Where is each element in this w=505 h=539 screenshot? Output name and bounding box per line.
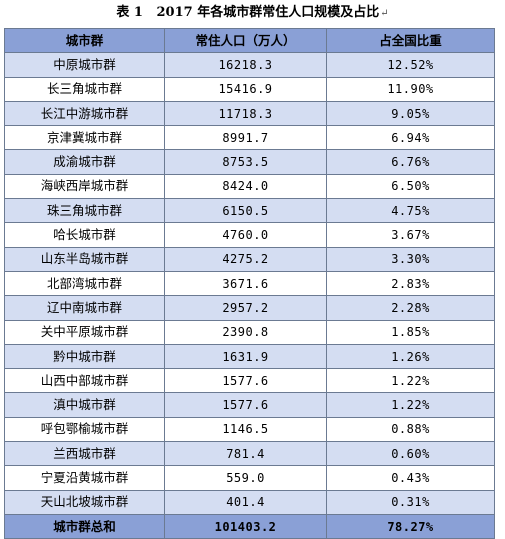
table-row: 哈长城市群 4760.0 3.67% — [4, 222, 495, 248]
cell-city-group: 宁夏沿黄城市群 — [4, 465, 165, 491]
cell-city-group: 海峡西岸城市群 — [4, 173, 165, 200]
cell-city-group: 天山北坡城市群 — [4, 489, 165, 515]
cell-city-group: 黔中城市群 — [4, 343, 165, 370]
table-row: 京津冀城市群 8991.7 6.94% — [4, 125, 495, 151]
cell-city-group: 长三角城市群 — [4, 76, 165, 102]
caption-number: 表 1 — [116, 5, 143, 20]
table-row: 关中平原城市群 2390.8 1.85% — [4, 319, 495, 345]
cell-city-group: 呼包鄂榆城市群 — [4, 416, 165, 443]
cell-population: 2390.8 — [164, 319, 327, 345]
table-row: 呼包鄂榆城市群 1146.5 0.88% — [4, 416, 495, 443]
cell-city-group: 关中平原城市群 — [4, 319, 165, 345]
cell-population: 6150.5 — [164, 198, 327, 224]
cell-share: 9.05% — [326, 100, 495, 127]
cell-share: 1.22% — [326, 392, 495, 418]
total-label: 城市群总和 — [4, 513, 165, 539]
cell-share: 3.67% — [326, 222, 495, 248]
table-row: 山东半岛城市群 4275.2 3.30% — [4, 246, 495, 272]
cell-city-group: 哈长城市群 — [4, 222, 165, 248]
cell-population: 8424.0 — [164, 173, 327, 200]
table-row: 北部湾城市群 3671.6 2.83% — [4, 270, 495, 297]
cell-share: 0.43% — [326, 465, 495, 491]
cell-share: 2.28% — [326, 295, 495, 321]
cell-population: 8991.7 — [164, 125, 327, 151]
table-row: 海峡西岸城市群 8424.0 6.50% — [4, 173, 495, 200]
total-row: 城市群总和 101403.2 78.27% — [4, 513, 495, 539]
cell-population: 16218.3 — [164, 52, 327, 78]
cell-population: 559.0 — [164, 465, 327, 491]
cell-share: 3.30% — [326, 246, 495, 272]
cell-population: 15416.9 — [164, 76, 327, 102]
cell-city-group: 辽中南城市群 — [4, 295, 165, 321]
cell-population: 1631.9 — [164, 343, 327, 370]
cell-population: 1146.5 — [164, 416, 327, 443]
cell-share: 2.83% — [326, 270, 495, 297]
cell-city-group: 山西中部城市群 — [4, 368, 165, 394]
cell-city-group: 兰西城市群 — [4, 441, 165, 467]
cell-share: 6.76% — [326, 149, 495, 175]
table-row: 成渝城市群 8753.5 6.76% — [4, 149, 495, 175]
cell-city-group: 滇中城市群 — [4, 392, 165, 418]
header-share: 占全国比重 — [326, 27, 495, 54]
cell-share: 1.85% — [326, 319, 495, 345]
cell-share: 1.22% — [326, 368, 495, 394]
cell-share: 0.88% — [326, 416, 495, 443]
table-row: 辽中南城市群 2957.2 2.28% — [4, 295, 495, 321]
header-city-group: 城市群 — [4, 27, 165, 54]
cell-share: 4.75% — [326, 198, 495, 224]
cell-population: 8753.5 — [164, 149, 327, 175]
table-caption: 表 1 2017 年各城市群常住人口规模及占比↵ — [0, 0, 505, 26]
cell-city-group: 京津冀城市群 — [4, 125, 165, 151]
paragraph-mark-icon: ↵ — [380, 8, 389, 19]
cell-population: 4275.2 — [164, 246, 327, 272]
population-table: 城市群 常住人口（万人） 占全国比重 中原城市群 16218.3 12.52% 长三角… — [4, 27, 495, 539]
table-row: 滇中城市群 1577.6 1.22% — [4, 392, 495, 418]
caption-title: 2017 年各城市群常住人口规模及占比 — [156, 5, 380, 20]
cell-population: 3671.6 — [164, 270, 327, 297]
table-row: 中原城市群 16218.3 12.52% — [4, 52, 495, 78]
cell-share: 11.90% — [326, 76, 495, 102]
cell-population: 1577.6 — [164, 368, 327, 394]
table-row: 长三角城市群 15416.9 11.90% — [4, 76, 495, 102]
table-row: 山西中部城市群 1577.6 1.22% — [4, 368, 495, 394]
cell-population: 11718.3 — [164, 100, 327, 127]
cell-population: 2957.2 — [164, 295, 327, 321]
cell-share: 1.26% — [326, 343, 495, 370]
header-row: 城市群 常住人口（万人） 占全国比重 — [4, 27, 495, 54]
total-population: 101403.2 — [164, 513, 327, 539]
table-row: 长江中游城市群 11718.3 9.05% — [4, 100, 495, 127]
cell-city-group: 北部湾城市群 — [4, 270, 165, 297]
cell-city-group: 成渝城市群 — [4, 149, 165, 175]
cell-city-group: 山东半岛城市群 — [4, 246, 165, 272]
cell-population: 1577.6 — [164, 392, 327, 418]
cell-share: 0.31% — [326, 489, 495, 515]
table-row: 天山北坡城市群 401.4 0.31% — [4, 489, 495, 515]
header-population: 常住人口（万人） — [164, 27, 327, 54]
cell-city-group: 长江中游城市群 — [4, 100, 165, 127]
cell-population: 401.4 — [164, 489, 327, 515]
table-row: 宁夏沿黄城市群 559.0 0.43% — [4, 465, 495, 491]
table-row: 兰西城市群 781.4 0.60% — [4, 441, 495, 467]
cell-city-group: 中原城市群 — [4, 52, 165, 78]
table-row: 珠三角城市群 6150.5 4.75% — [4, 198, 495, 224]
cell-share: 6.94% — [326, 125, 495, 151]
cell-population: 4760.0 — [164, 222, 327, 248]
total-share: 78.27% — [326, 513, 495, 539]
cell-share: 12.52% — [326, 52, 495, 78]
table-row: 黔中城市群 1631.9 1.26% — [4, 343, 495, 370]
cell-share: 0.60% — [326, 441, 495, 467]
cell-share: 6.50% — [326, 173, 495, 200]
cell-city-group: 珠三角城市群 — [4, 198, 165, 224]
cell-population: 781.4 — [164, 441, 327, 467]
